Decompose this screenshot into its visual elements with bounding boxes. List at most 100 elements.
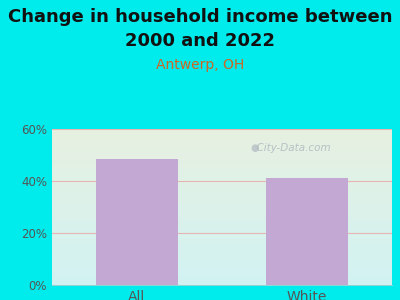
Bar: [52, 201, 392, 202]
Bar: [52, 185, 392, 187]
Bar: [52, 257, 392, 259]
Bar: [52, 159, 392, 160]
Bar: [52, 251, 392, 252]
Bar: [52, 182, 392, 184]
Bar: [52, 238, 392, 240]
Bar: [52, 210, 392, 212]
Bar: [52, 188, 392, 190]
Bar: [52, 137, 392, 138]
Bar: [52, 221, 392, 223]
Bar: [52, 199, 392, 201]
Text: ●: ●: [250, 143, 258, 153]
Bar: [52, 154, 392, 155]
Bar: [52, 202, 392, 204]
Bar: [52, 142, 392, 143]
Bar: [52, 262, 392, 263]
Bar: [52, 204, 392, 206]
Bar: [52, 135, 392, 137]
Bar: [52, 213, 392, 215]
Bar: [52, 229, 392, 230]
Bar: [52, 132, 392, 134]
Bar: [52, 227, 392, 229]
Bar: [52, 157, 392, 159]
Bar: [52, 171, 392, 173]
Bar: [52, 198, 392, 199]
Text: 2000 and 2022: 2000 and 2022: [125, 32, 275, 50]
Bar: [52, 284, 392, 285]
Bar: [52, 151, 392, 152]
Bar: [52, 163, 392, 165]
Bar: [52, 187, 392, 188]
Bar: [52, 263, 392, 265]
Bar: [52, 184, 392, 185]
Bar: [52, 169, 392, 171]
Text: City-Data.com: City-Data.com: [250, 143, 330, 153]
Bar: [52, 279, 392, 280]
Bar: [52, 152, 392, 154]
Bar: [52, 149, 392, 151]
Bar: [52, 271, 392, 272]
Bar: [52, 212, 392, 213]
Bar: [52, 237, 392, 238]
Bar: [52, 226, 392, 227]
Bar: [52, 269, 392, 271]
Bar: [52, 174, 392, 176]
Bar: [52, 146, 392, 148]
Bar: [52, 276, 392, 277]
Bar: [52, 129, 392, 130]
Bar: [52, 181, 392, 182]
Bar: [52, 260, 392, 262]
Bar: [52, 206, 392, 207]
Bar: [266, 178, 348, 285]
Bar: [52, 265, 392, 266]
Bar: [52, 246, 392, 247]
Bar: [52, 230, 392, 232]
Bar: [52, 282, 392, 284]
Bar: [52, 165, 392, 166]
Bar: [52, 162, 392, 163]
Bar: [52, 130, 392, 132]
Bar: [52, 243, 392, 244]
Bar: [52, 244, 392, 246]
Bar: [52, 215, 392, 216]
Bar: [52, 194, 392, 196]
Bar: [52, 177, 392, 179]
Bar: [52, 168, 392, 170]
Bar: [52, 145, 392, 146]
Bar: [52, 208, 392, 210]
Bar: [52, 223, 392, 224]
Bar: [52, 266, 392, 268]
Bar: [52, 167, 392, 168]
Bar: [52, 207, 392, 208]
Bar: [96, 159, 178, 285]
Bar: [52, 190, 392, 191]
Bar: [52, 280, 392, 282]
Bar: [52, 277, 392, 279]
Bar: [52, 193, 392, 194]
Bar: [52, 216, 392, 218]
Text: Antwerp, OH: Antwerp, OH: [156, 58, 244, 73]
Bar: [52, 249, 392, 251]
Bar: [52, 179, 392, 181]
Bar: [52, 218, 392, 220]
Bar: [52, 272, 392, 274]
Bar: [52, 155, 392, 157]
Bar: [52, 241, 392, 243]
Text: Change in household income between: Change in household income between: [8, 8, 392, 26]
Bar: [52, 140, 392, 142]
Bar: [52, 274, 392, 276]
Bar: [52, 220, 392, 221]
Bar: [52, 196, 392, 198]
Bar: [52, 254, 392, 255]
Bar: [52, 173, 392, 174]
Bar: [52, 268, 392, 269]
Bar: [52, 191, 392, 193]
Bar: [52, 255, 392, 257]
Bar: [52, 248, 392, 249]
Bar: [52, 176, 392, 177]
Bar: [52, 240, 392, 241]
Bar: [52, 148, 392, 149]
Bar: [52, 160, 392, 162]
Bar: [52, 259, 392, 260]
Bar: [52, 143, 392, 145]
